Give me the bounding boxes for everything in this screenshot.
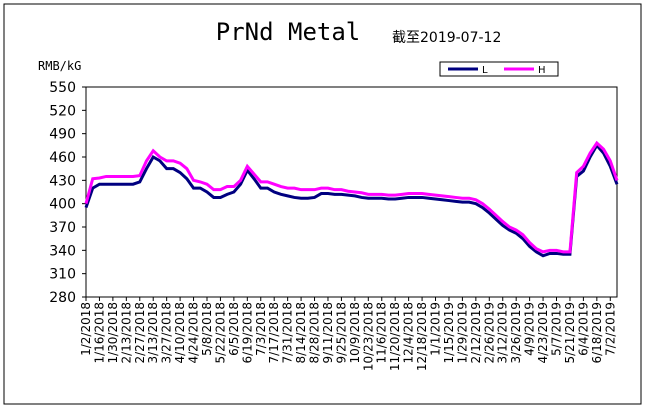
x-tick-label: 5/22/2018 <box>213 302 227 364</box>
x-tick-label: 12/4/2018 <box>402 302 416 364</box>
x-tick-label: 3/12/2019 <box>496 302 510 364</box>
x-tick-label: 3/13/2018 <box>146 302 160 364</box>
y-tick-label: 310 <box>49 267 76 283</box>
y-tick-label: 520 <box>49 103 76 119</box>
x-tick-label: 7/17/2018 <box>267 302 281 364</box>
x-tick-label: 5/7/2019 <box>550 302 564 356</box>
x-tick-label: 2/13/2018 <box>119 302 133 364</box>
x-tick-label: 11/20/2018 <box>388 302 402 371</box>
x-tick-label: 1/2/2018 <box>79 302 93 356</box>
x-tick-label: 4/23/2019 <box>536 302 550 364</box>
chart-title: PrNd Metal <box>216 18 361 46</box>
plot-area <box>85 86 618 298</box>
x-tick-label: 1/16/2018 <box>92 302 106 364</box>
x-tick-label: 8/28/2018 <box>308 302 322 364</box>
x-tick-label: 5/21/2019 <box>563 302 577 364</box>
y-tick-label: 490 <box>49 127 76 143</box>
y-tick-label: 370 <box>49 220 76 236</box>
x-tick-label: 6/18/2019 <box>590 302 604 364</box>
x-tick-label: 4/9/2019 <box>523 302 537 356</box>
x-tick-label: 4/10/2018 <box>173 302 187 364</box>
x-tick-label: 6/4/2019 <box>576 302 590 356</box>
x-tick-label: 6/19/2018 <box>240 302 254 364</box>
y-tick-label: 400 <box>49 197 76 213</box>
legend-box <box>439 61 559 77</box>
x-tick-label: 1/30/2018 <box>106 302 120 364</box>
x-tick-label: 12/18/2018 <box>415 302 429 371</box>
y-axis-label: RMB/kG <box>38 59 81 73</box>
x-tick-label: 6/5/2018 <box>227 302 241 356</box>
x-tick-label: 9/25/2018 <box>334 302 348 364</box>
x-tick-label: 11/6/2018 <box>375 302 389 364</box>
x-tick-label: 1/29/2019 <box>455 302 469 364</box>
x-tick-label: 10/23/2018 <box>361 302 375 371</box>
x-tick-label: 10/9/2018 <box>348 302 362 364</box>
x-tick-label: 7/31/2018 <box>281 302 295 364</box>
series-line <box>84 140 619 254</box>
x-tick-label: 3/26/2019 <box>509 302 523 364</box>
x-tick-label: 1/15/2019 <box>442 302 456 364</box>
y-tick-label: 460 <box>49 150 76 166</box>
y-tick-label: 430 <box>49 173 76 189</box>
chart-subtitle: 截至2019-07-12 <box>392 30 501 46</box>
x-tick-label: 1/1/2019 <box>429 302 443 356</box>
x-tick-label: 7/2/2019 <box>603 302 617 356</box>
legend-label: H <box>538 65 546 76</box>
x-tick-label: 8/14/2018 <box>294 302 308 364</box>
frame <box>3 3 642 405</box>
x-tick-label: 7/3/2018 <box>254 302 268 356</box>
x-tick-label: 5/8/2018 <box>200 302 214 356</box>
y-tick-label: 340 <box>49 243 76 259</box>
x-tick-label: 4/24/2018 <box>187 302 201 364</box>
x-tick-label: 9/11/2018 <box>321 302 335 364</box>
x-tick-label: 2/12/2019 <box>469 302 483 364</box>
y-tick-label: 280 <box>49 290 76 306</box>
x-tick-label: 2/26/2019 <box>482 302 496 364</box>
series-line <box>84 142 619 258</box>
x-tick-label: 3/27/2018 <box>160 302 174 364</box>
x-tick-label: 2/27/2018 <box>133 302 147 364</box>
legend-label: L <box>482 65 488 76</box>
y-tick-label: 550 <box>49 80 76 96</box>
